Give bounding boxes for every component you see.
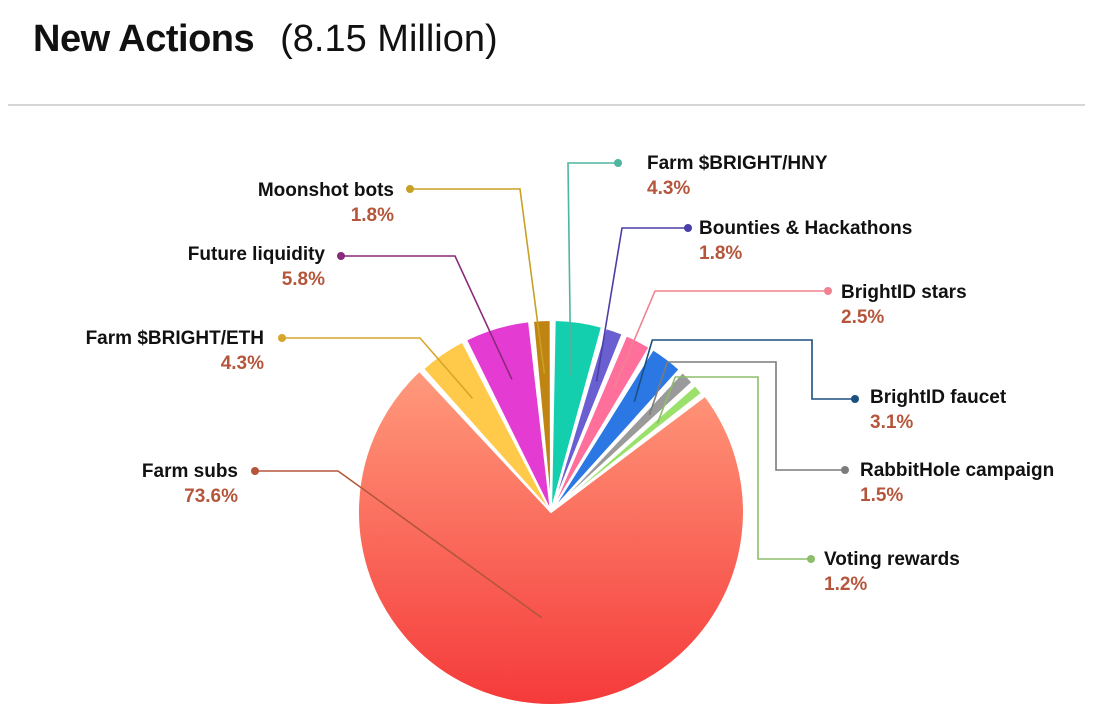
slice-value-brightid-stars: 2.5%: [841, 307, 884, 328]
pie-slice-voting-rewards: [550, 383, 704, 513]
leader-line-bounties-hackathons: [595, 227, 688, 382]
leader-dot-farm-bright-hny: [614, 159, 622, 167]
slice-label-farm-bright-eth: Farm $BRIGHT/ETH: [86, 328, 264, 349]
slice-value-rabbithole-campaign: 1.5%: [860, 485, 903, 506]
leader-line-farm-bright-eth: [282, 337, 474, 399]
leader-dot-rabbithole-campaign: [841, 466, 849, 474]
slice-value-voting-rewards: 1.2%: [824, 574, 867, 595]
slice-label-rabbithole-campaign: RabbitHole campaign: [860, 460, 1054, 481]
slice-label-farm-subs: Farm subs: [142, 461, 238, 482]
pie-slice-brightid-faucet: [550, 347, 682, 513]
slice-label-future-liquidity: Future liquidity: [188, 244, 326, 265]
leader-line-farm-bright-hny: [567, 162, 618, 376]
leader-line-rabbithole-campaign: [648, 361, 845, 471]
slice-value-future-liquidity: 5.8%: [282, 269, 325, 290]
pie-slice-future-liquidity: [464, 320, 552, 513]
slice-label-bounties-hackathons: Bounties & Hackathons: [699, 218, 912, 239]
slice-value-farm-bright-eth: 4.3%: [221, 353, 264, 374]
chart-header: New Actions (8.15 Million): [33, 18, 498, 78]
slice-value-bounties-hackathons: 1.8%: [699, 243, 742, 264]
slice-label-brightid-stars: BrightID stars: [841, 282, 967, 303]
slice-value-farm-bright-hny: 4.3%: [647, 178, 690, 199]
slice-label-moonshot-bots: Moonshot bots: [258, 180, 394, 201]
leader-dot-voting-rewards: [807, 555, 815, 563]
slice-label-brightid-faucet: BrightID faucet: [870, 387, 1007, 408]
slice-value-brightid-faucet: 3.1%: [870, 412, 913, 433]
leader-dot-farm-bright-eth: [278, 334, 286, 342]
leader-line-farm-subs: [255, 470, 543, 619]
leader-dot-future-liquidity: [337, 252, 345, 260]
chart-title: New Actions: [33, 18, 255, 60]
slice-value-farm-subs: 73.6%: [184, 486, 238, 507]
leader-line-brightid-faucet: [633, 339, 855, 402]
pie-slice-farm-bright-eth: [421, 340, 552, 513]
leader-dot-brightid-faucet: [851, 395, 859, 403]
chart-subtitle: (8.15 Million): [280, 18, 498, 60]
pie-slice-farm-bright-hny: [550, 319, 604, 513]
slice-label-farm-bright-hny: Farm $BRIGHT/HNY: [647, 153, 828, 174]
slice-value-moonshot-bots: 1.8%: [351, 205, 394, 226]
leader-line-brightid-stars: [612, 290, 828, 390]
leader-dot-bounties-hackathons: [684, 224, 692, 232]
leader-line-moonshot-bots: [410, 188, 546, 375]
slice-label-voting-rewards: Voting rewards: [824, 549, 960, 570]
leader-dot-moonshot-bots: [406, 185, 414, 193]
leader-dot-farm-subs: [251, 467, 259, 475]
leader-line-voting-rewards: [656, 376, 811, 560]
leader-line-future-liquidity: [341, 255, 513, 380]
header-divider: [8, 104, 1085, 106]
pie-slice-moonshot-bots: [531, 318, 552, 513]
leader-dot-brightid-stars: [824, 287, 832, 295]
